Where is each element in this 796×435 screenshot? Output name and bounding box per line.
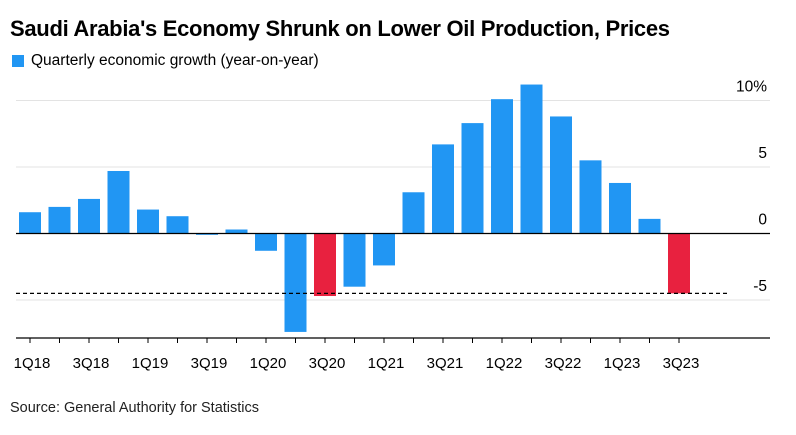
bar-4Q21: [461, 123, 484, 234]
bar-4Q20: [343, 233, 366, 287]
bar-2Q22: [520, 84, 543, 234]
x-tick-label: 3Q19: [191, 355, 228, 372]
bar-3Q22: [550, 116, 572, 234]
bar-4Q19: [225, 229, 248, 234]
x-tick-label: 3Q20: [309, 355, 346, 372]
bar-1Q19: [137, 209, 159, 234]
x-tick-label: 1Q18: [14, 355, 51, 372]
bar-3Q21: [432, 144, 454, 234]
source-note: Source: General Authority for Statistics: [10, 400, 260, 416]
bar-4Q18: [107, 170, 130, 234]
bar-1Q21: [373, 233, 395, 266]
bar-3Q23: [668, 233, 690, 294]
x-tick-label: 3Q18: [73, 355, 110, 372]
bar-3Q19: [196, 233, 218, 235]
x-tick-label: 1Q23: [604, 355, 641, 372]
y-tick-label: 0: [758, 212, 767, 229]
bar-3Q20: [314, 233, 336, 297]
bar-1Q23: [609, 182, 631, 234]
bar-3Q18: [78, 198, 100, 234]
x-tick-label: 1Q20: [250, 355, 287, 372]
y-tick-label: -5: [753, 278, 767, 295]
x-tick-label: 3Q23: [663, 355, 700, 372]
bar-2Q20: [284, 233, 307, 332]
bar-2Q23: [638, 218, 661, 234]
bar-2Q19: [166, 216, 189, 234]
legend-label: Quarterly economic growth (year-on-year): [31, 52, 319, 69]
bar-2Q21: [402, 192, 425, 234]
x-tick-label: 1Q22: [486, 355, 523, 372]
x-tick-label: 1Q21: [368, 355, 405, 372]
x-tick-label: 3Q21: [427, 355, 464, 372]
legend-swatch: [12, 55, 24, 67]
chart-title: Saudi Arabia's Economy Shrunk on Lower O…: [10, 16, 670, 41]
x-tick-label: 3Q22: [545, 355, 582, 372]
y-tick-label: 5: [758, 145, 767, 162]
bar-1Q20: [255, 233, 277, 251]
legend: Quarterly economic growth (year-on-year): [12, 52, 319, 70]
bar-4Q22: [579, 160, 602, 234]
x-tick-label: 1Q19: [132, 355, 169, 372]
bar-1Q18: [19, 212, 41, 234]
bar-1Q22: [491, 99, 513, 234]
bar-2Q18: [48, 206, 71, 234]
y-tick-label: 10%: [736, 79, 767, 96]
